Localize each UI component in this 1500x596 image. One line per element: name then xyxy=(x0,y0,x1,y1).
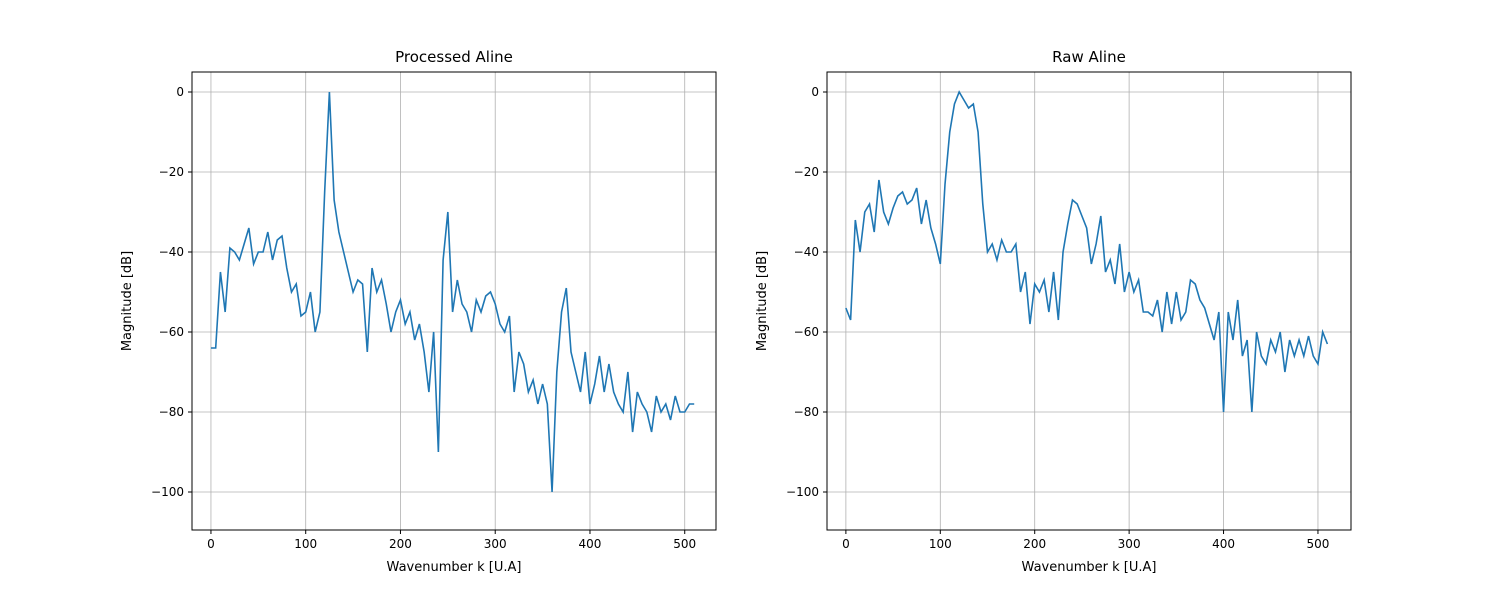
axes-frame xyxy=(826,71,1352,531)
y-tick-label: −80 xyxy=(794,405,819,419)
chart-title: Processed Aline xyxy=(395,48,513,66)
y-tick-label: 0 xyxy=(811,85,819,99)
x-tick-label: 300 xyxy=(1118,537,1141,551)
x-tick-label: 100 xyxy=(929,537,952,551)
y-tick-label: −20 xyxy=(794,165,819,179)
data-line xyxy=(210,91,695,493)
x-tick-label: 200 xyxy=(1023,537,1046,551)
x-tick-label: 500 xyxy=(1307,537,1330,551)
chart-title: Raw Aline xyxy=(1052,48,1126,66)
y-tick-label: −100 xyxy=(786,485,819,499)
y-tick-label: −80 xyxy=(159,405,184,419)
y-tick-label: −100 xyxy=(151,485,184,499)
y-tick-label: −60 xyxy=(159,325,184,339)
x-tick-label: 0 xyxy=(842,537,850,551)
y-tick-label: −60 xyxy=(794,325,819,339)
x-tick-label: 400 xyxy=(579,537,602,551)
x-tick-label: 400 xyxy=(1212,537,1235,551)
x-tick-label: 0 xyxy=(207,537,215,551)
data-line xyxy=(845,90,1329,413)
x-axis-label: Wavenumber k [U.A] xyxy=(387,560,522,575)
x-tick-label: 300 xyxy=(484,537,507,551)
x-tick-label: 500 xyxy=(673,537,696,551)
y-tick-label: 0 xyxy=(176,85,184,99)
x-tick-label: 100 xyxy=(294,537,317,551)
y-tick-label: −20 xyxy=(159,165,184,179)
x-tick-label: 200 xyxy=(389,537,412,551)
y-tick-label: −40 xyxy=(794,245,819,259)
y-tick-label: −40 xyxy=(159,245,184,259)
x-axis-label: Wavenumber k [U.A] xyxy=(1022,560,1157,575)
y-axis-label: Magnitude [dB] xyxy=(120,251,135,351)
y-axis-label: Magnitude [dB] xyxy=(755,251,770,351)
axes-frame xyxy=(191,71,717,531)
